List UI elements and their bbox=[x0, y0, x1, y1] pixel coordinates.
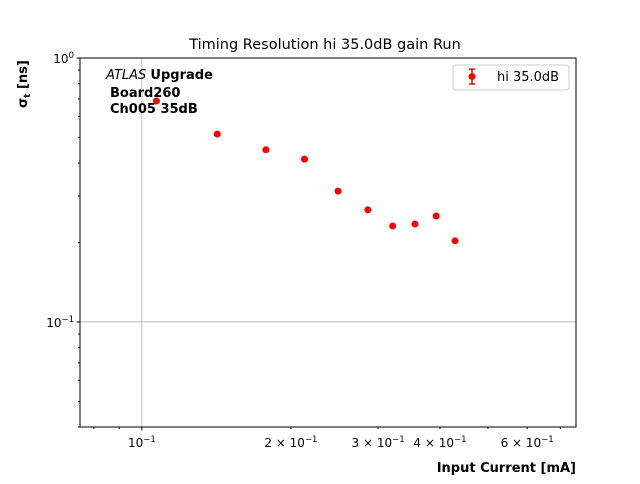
x-axis-label: Input Current [mA] bbox=[437, 461, 576, 476]
data-point bbox=[364, 206, 372, 214]
data-point bbox=[152, 97, 160, 105]
x-tick-label: 4 × 10−1 bbox=[413, 435, 466, 450]
x-tick-label: 6 × 10−1 bbox=[501, 435, 554, 450]
y-tick-label: 10−1 bbox=[46, 315, 74, 330]
data-point bbox=[411, 220, 419, 228]
annotation-channel: Ch005 35dB bbox=[110, 102, 198, 117]
data-point bbox=[262, 146, 270, 154]
data-point bbox=[389, 222, 397, 230]
annotation-atlas: ATLAS bbox=[105, 68, 146, 83]
chart-title: Timing Resolution hi 35.0dB gain Run bbox=[188, 37, 461, 53]
atlas-annotation: ATLAS Upgrade Board260 Ch005 35dB bbox=[105, 68, 213, 117]
legend-box bbox=[452, 64, 570, 91]
x-tick-label: 3 × 10−1 bbox=[352, 435, 405, 450]
annotation-upgrade: Upgrade bbox=[150, 68, 213, 83]
legend-label: hi 35.0dB bbox=[497, 70, 559, 85]
data-point bbox=[300, 155, 308, 163]
data-points bbox=[152, 97, 459, 245]
x-tick-label: 10−1 bbox=[128, 435, 156, 450]
grid-lines bbox=[80, 58, 576, 427]
svg-text:ATLAS Upgrade: ATLAS Upgrade bbox=[105, 68, 213, 83]
legend-marker-icon bbox=[468, 68, 476, 85]
legend: hi 35.0dB bbox=[452, 64, 570, 91]
data-point bbox=[451, 237, 459, 245]
y-tick-label: 100 bbox=[53, 51, 74, 66]
data-point bbox=[334, 187, 342, 195]
plot-frame bbox=[79, 57, 577, 428]
y-axis-label: σt [ns] bbox=[16, 60, 33, 108]
annotation-board: Board260 bbox=[110, 86, 180, 101]
data-point bbox=[213, 130, 221, 138]
data-point bbox=[432, 212, 440, 220]
x-tick-label: 2 × 10−1 bbox=[264, 435, 317, 450]
axis-ticks: 10−1 2 × 10−1 3 × 10−1 4 × 10−1 6 × 10−1 100 1… bbox=[46, 51, 561, 450]
